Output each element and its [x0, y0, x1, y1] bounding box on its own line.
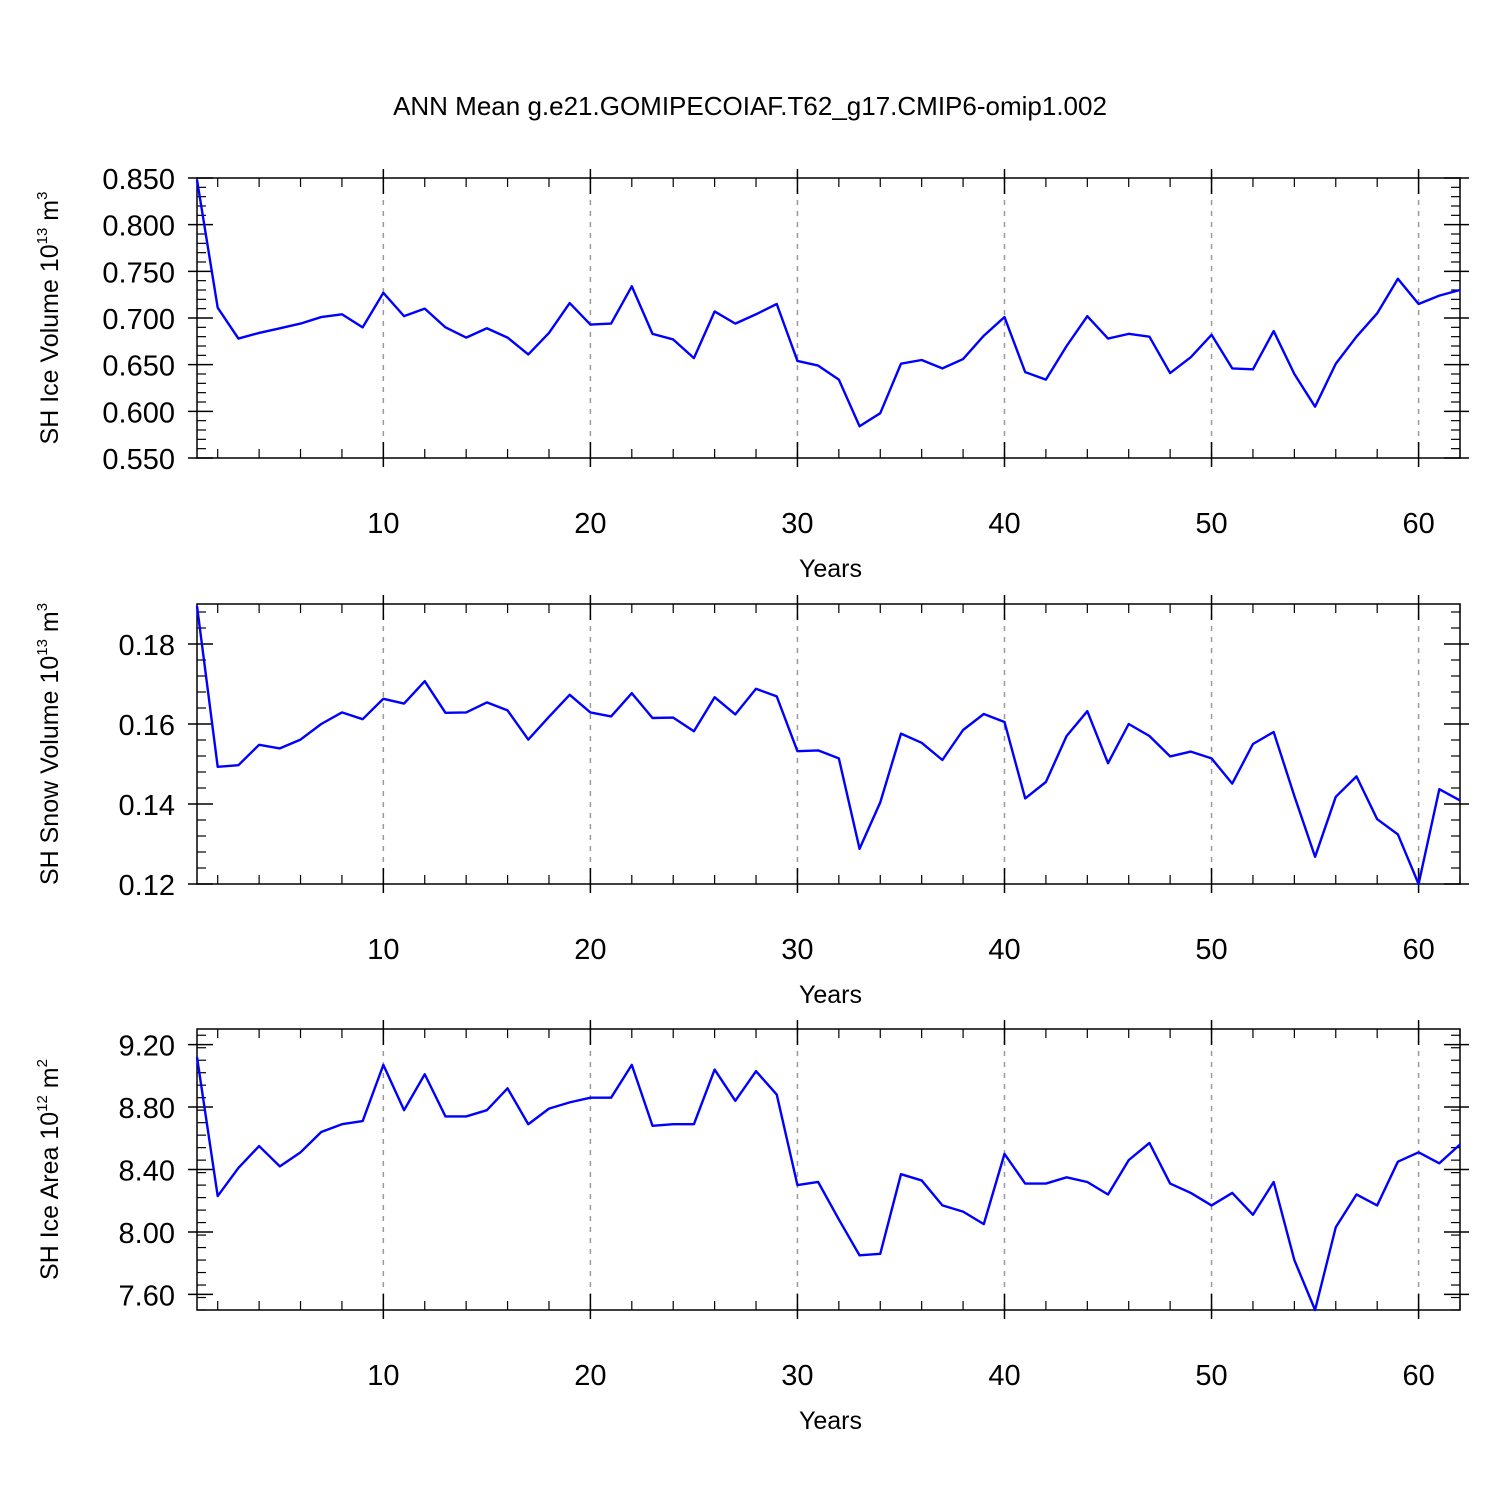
- y-tick-label: 0.650: [102, 351, 175, 383]
- y-tick-label: 8.80: [119, 1093, 175, 1125]
- panel-1: 10 20 30 40 50 60 0.550 0.600 0.650 0.700 0.750 0.8…: [34, 164, 1469, 583]
- y-tick-label: 7.60: [119, 1280, 175, 1312]
- x-axis-title: Years: [799, 1407, 862, 1435]
- series-line: [195, 179, 1461, 428]
- x-axis-title: Years: [799, 555, 862, 583]
- x-tick-label: 10: [367, 934, 399, 966]
- series-line: [195, 605, 1461, 886]
- panel-2: 10 20 30 40 50 60 0.12 0.14 0.16 0.18 Years SH Snow…: [34, 595, 1469, 1009]
- y-tick-label: 0.750: [102, 257, 175, 289]
- x-tick-label: 10: [367, 508, 399, 540]
- x-tick-label: 40: [988, 1360, 1020, 1392]
- y-axis-title-superscript: 2: [34, 1059, 51, 1067]
- x-axis-title: Years: [799, 981, 862, 1009]
- y-tick-label: 9.20: [119, 1031, 175, 1063]
- x-tick-label: 50: [1195, 934, 1227, 966]
- y-axis-title: SH Snow Volume 1013 m3: [34, 603, 64, 885]
- figure-title: ANN Mean g.e21.GOMIPECOIAF.T62_g17.CMIP6…: [393, 91, 1107, 121]
- y-tick-label: 0.550: [102, 444, 175, 476]
- y-tick-label: 0.800: [102, 211, 175, 243]
- y-tick-label: 8.40: [119, 1156, 175, 1188]
- y-tick-label: 0.12: [119, 870, 175, 902]
- y-tick-label: 0.16: [119, 710, 175, 742]
- panels: 10 20 30 40 50 60 0.550 0.600 0.650 0.700 0.750 0.8…: [34, 164, 1469, 1435]
- x-tick-label: 40: [988, 508, 1020, 540]
- y-axis-title: SH Ice Area 1012 m2: [34, 1059, 64, 1280]
- x-tick-label: 60: [1402, 1360, 1434, 1392]
- x-tick-label: 10: [367, 1360, 399, 1392]
- x-tick-label: 20: [574, 1360, 606, 1392]
- x-tick-label: 30: [781, 1360, 813, 1392]
- x-tick-label: 30: [781, 934, 813, 966]
- panel-3: 10 20 30 40 50 60 7.60 8.00 8.40 8.80 9.20 Years SH …: [34, 1020, 1469, 1435]
- y-tick-label: 0.14: [119, 790, 175, 822]
- y-axis-title-superscript: 3: [34, 603, 51, 611]
- x-tick-label: 20: [574, 508, 606, 540]
- y-axis-title-superscript: 13: [34, 228, 51, 245]
- series-line: [195, 1056, 1461, 1312]
- y-axis-title-superscript: 3: [34, 192, 51, 200]
- plot-frame: [196, 603, 1461, 885]
- x-tick-label: 60: [1402, 508, 1434, 540]
- x-tick-label: 20: [574, 934, 606, 966]
- x-tick-label: 60: [1402, 934, 1434, 966]
- x-tick-label: 30: [781, 508, 813, 540]
- y-tick-label: 0.600: [102, 397, 175, 429]
- plot-frame: [196, 177, 1461, 459]
- x-tick-label: 40: [988, 934, 1020, 966]
- x-tick-label: 50: [1195, 508, 1227, 540]
- y-tick-label: 0.850: [102, 164, 175, 196]
- y-tick-label: 8.00: [119, 1218, 175, 1250]
- y-tick-label: 0.700: [102, 304, 175, 336]
- y-axis-title-superscript: 13: [34, 639, 51, 656]
- y-tick-label: 0.18: [119, 630, 175, 662]
- x-tick-label: 50: [1195, 1360, 1227, 1392]
- y-axis-title: SH Ice Volume 1013 m3: [34, 192, 64, 445]
- y-axis-title-superscript: 12: [34, 1095, 51, 1112]
